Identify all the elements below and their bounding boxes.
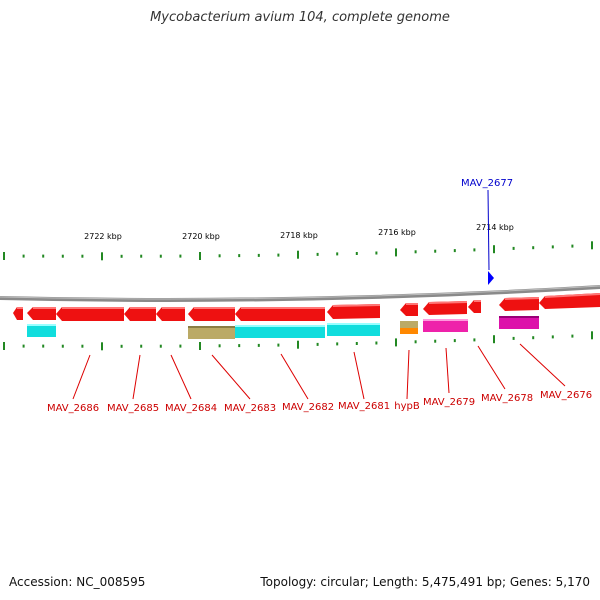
gene-arrow[interactable] — [468, 300, 481, 313]
kbp-label: 2714 kbp — [476, 223, 514, 232]
feature-track — [27, 316, 539, 339]
gene-arrow[interactable] — [327, 304, 380, 319]
kbp-scale: 2722 kbp 2720 kbp 2718 kbp 2716 kbp 2714… — [84, 223, 514, 241]
gene-arrow[interactable] — [27, 307, 56, 320]
kbp-label: 2716 kbp — [378, 228, 416, 237]
gene-label[interactable]: MAV_2683 — [224, 403, 276, 414]
gene-label[interactable]: hypB — [394, 401, 420, 412]
gene-label-leaders — [72, 343, 566, 400]
gene-arrow[interactable] — [423, 301, 467, 315]
gene-arrow[interactable] — [56, 307, 124, 321]
gene-arrow[interactable] — [124, 307, 156, 321]
genome-summary: Topology: circular; Length: 5,475,491 bp… — [260, 575, 590, 589]
feature-box[interactable] — [235, 325, 325, 338]
gene-label[interactable]: MAV_2684 — [165, 403, 217, 414]
feature-box[interactable] — [327, 323, 380, 336]
feature-box[interactable] — [400, 321, 418, 328]
feature-box[interactable] — [27, 324, 56, 337]
gene-arrow[interactable] — [188, 307, 235, 321]
gene-arrow[interactable] — [400, 303, 418, 316]
kbp-label: 2718 kbp — [280, 231, 318, 240]
gene-arrow[interactable] — [539, 293, 600, 309]
gene-arrow[interactable] — [13, 307, 23, 320]
gene-label[interactable]: MAV_2681 — [338, 401, 390, 412]
gene-label[interactable]: MAV_2678 — [481, 393, 533, 404]
feature-box[interactable] — [400, 328, 418, 334]
highlight-marker-icon[interactable] — [488, 271, 494, 285]
gene-labels: MAV_2686 MAV_2685 MAV_2684 MAV_2683 MAV_… — [47, 390, 592, 414]
feature-box[interactable] — [188, 326, 235, 339]
gene-label[interactable]: MAV_2679 — [423, 397, 475, 408]
kbp-label: 2722 kbp — [84, 232, 122, 241]
gene-track-forward — [13, 293, 600, 321]
gene-label[interactable]: MAV_2676 — [540, 390, 592, 401]
map-title: Mycobacterium avium 104, complete genome — [150, 10, 450, 25]
upper-tick-track — [3, 241, 593, 261]
highlighted-gene-label[interactable]: MAV_2677 — [461, 178, 513, 189]
kbp-label: 2720 kbp — [182, 232, 220, 241]
feature-box[interactable] — [499, 316, 539, 329]
gene-label[interactable]: MAV_2685 — [107, 403, 159, 414]
gene-arrow[interactable] — [156, 307, 185, 321]
gene-arrow[interactable] — [235, 307, 325, 321]
accession-label: Accession: NC_008595 — [9, 575, 146, 589]
gene-label[interactable]: MAV_2682 — [282, 402, 334, 413]
gene-arrow[interactable] — [499, 297, 539, 311]
lower-tick-track — [3, 331, 593, 351]
gene-label[interactable]: MAV_2686 — [47, 403, 99, 414]
genome-backbone — [0, 285, 600, 302]
feature-box[interactable] — [423, 319, 468, 332]
